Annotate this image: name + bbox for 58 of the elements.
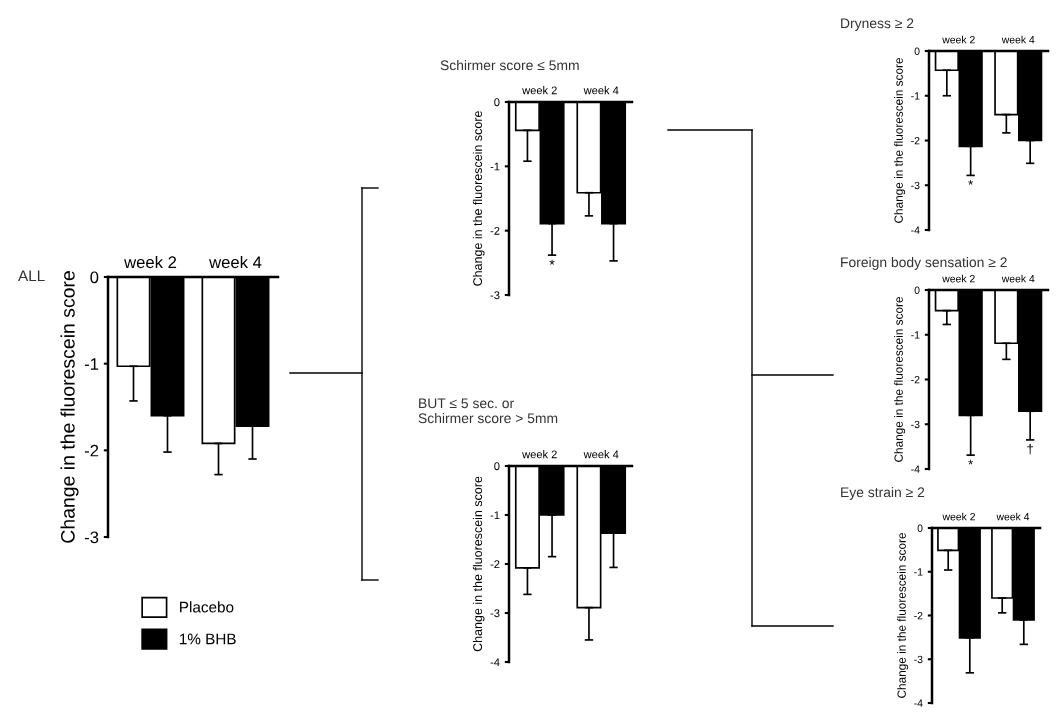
- y-tick-label: -2: [911, 376, 920, 384]
- x-tick-label: week 2: [124, 255, 177, 269]
- x-tick-label: week 2: [942, 274, 975, 283]
- chart-title: Dryness ≥ 2: [841, 18, 914, 31]
- x-tick-label: week 4: [996, 512, 1030, 521]
- x-tick-label: week 4: [209, 255, 262, 269]
- y-tick-label: -4: [911, 226, 920, 234]
- y-tick-label: -4: [490, 658, 500, 667]
- chart-title: Eye strain ≥ 2: [841, 487, 925, 500]
- y-axis-title: Change in the fluorescein score: [897, 533, 909, 698]
- y-tick-label: -2: [490, 226, 500, 235]
- x-tick-label: week 4: [583, 450, 619, 459]
- y-tick-label: -2: [490, 560, 500, 569]
- annotation: †: [1027, 444, 1033, 455]
- y-tick-label: 0: [494, 98, 500, 107]
- x-tick-label: week 2: [942, 35, 975, 44]
- y-tick-label: -1: [911, 92, 920, 100]
- y-tick-label: 0: [917, 524, 923, 532]
- y-tick-label: 0: [914, 47, 920, 55]
- y-axis-title: Change in the fluorescein score: [60, 271, 79, 543]
- legend-label: Placebo: [180, 601, 234, 613]
- y-axis-title: Change in the fluorescein score: [472, 111, 485, 286]
- y-tick-label: -1: [490, 162, 500, 171]
- chart-title: ALL: [18, 270, 45, 282]
- chart-title: Foreign body sensation ≥ 2: [841, 257, 1007, 270]
- y-tick-label: -3: [84, 531, 99, 544]
- x-tick-label: week 2: [942, 512, 975, 521]
- y-tick-label: -1: [84, 358, 99, 370]
- annotation: *: [968, 180, 974, 185]
- annotation: *: [549, 259, 555, 265]
- x-tick-label: week 4: [1001, 274, 1035, 283]
- y-tick-label: -3: [490, 291, 500, 300]
- y-tick-label: -2: [914, 612, 923, 620]
- x-tick-label: week 4: [583, 86, 619, 95]
- x-tick-label: week 2: [522, 86, 557, 95]
- y-axis-title: Change in the fluorescein score: [472, 476, 485, 652]
- y-tick-label: -3: [914, 655, 923, 664]
- y-tick-label: -4: [911, 465, 920, 473]
- legend-label: 1% BHB: [179, 633, 236, 645]
- y-tick-label: 0: [914, 286, 920, 294]
- y-tick-label: -2: [911, 137, 920, 145]
- y-tick-label: 0: [494, 462, 500, 471]
- chart-title: Schirmer score ≤ 5mm: [440, 60, 579, 71]
- y-tick-label: -3: [911, 420, 920, 429]
- chart-title: BUT ≤ 5 sec. or Schirmer score > 5mm: [418, 398, 558, 424]
- y-tick-label: -3: [490, 609, 500, 618]
- y-tick-label: -1: [490, 511, 500, 520]
- y-axis-title: Change in the fluorescein score: [894, 58, 906, 223]
- y-axis-title: Change in the fluorescein score: [894, 297, 906, 462]
- x-tick-label: week 2: [522, 450, 557, 459]
- y-tick-label: -4: [914, 699, 923, 707]
- annotation: *: [968, 459, 974, 465]
- y-tick-label: -1: [911, 331, 920, 339]
- y-tick-label: 0: [90, 271, 99, 284]
- x-tick-label: week 4: [1001, 35, 1035, 44]
- y-tick-label: -1: [914, 568, 923, 576]
- y-tick-label: -2: [84, 444, 99, 457]
- y-tick-label: -3: [911, 181, 920, 190]
